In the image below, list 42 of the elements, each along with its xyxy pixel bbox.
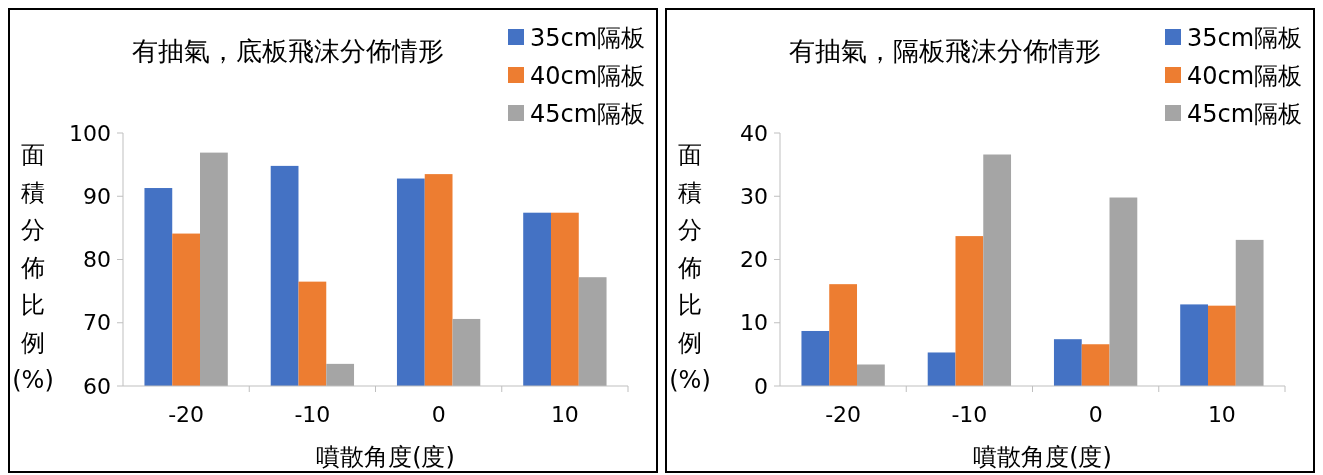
y-tick-label: 60 — [83, 373, 111, 399]
bar — [1053, 339, 1082, 386]
bar — [1235, 239, 1264, 386]
y-axis-title: 面積分佈比例(%) — [669, 141, 711, 395]
legend-label: 35cm隔板 — [1187, 24, 1303, 53]
bar — [1109, 197, 1138, 386]
y-axis-title: 面積分佈比例(%) — [12, 141, 54, 395]
x-tick-label: 10 — [1207, 402, 1236, 427]
x-tick-label: 10 — [550, 402, 579, 427]
x-axis-title: 噴散角度(度) — [973, 443, 1112, 471]
legend-label: 40cm隔板 — [530, 62, 646, 91]
legend-label: 35cm隔板 — [530, 24, 646, 53]
bar — [1207, 305, 1236, 386]
y-tick-label: 20 — [740, 247, 768, 273]
x-tick-label: -20 — [168, 402, 205, 427]
bar — [927, 352, 956, 386]
x-tick-label: 0 — [1088, 402, 1103, 427]
x-tick-label: -10 — [951, 402, 988, 427]
bar — [801, 330, 830, 386]
y-tick-label: 10 — [740, 310, 768, 336]
chart-title: 有抽氣，底板飛沫分佈情形 — [132, 36, 444, 66]
x-tick-label: -20 — [825, 402, 862, 427]
bar — [955, 236, 984, 386]
legend-label: 40cm隔板 — [1187, 62, 1303, 91]
x-tick-label: -10 — [294, 402, 331, 427]
bar — [983, 154, 1012, 386]
y-tick-label: 80 — [83, 247, 111, 273]
bar — [829, 284, 858, 386]
legend-label: 45cm隔板 — [1187, 100, 1303, 129]
x-tick-label: 0 — [431, 402, 446, 427]
bar — [1081, 344, 1110, 386]
y-tick-label: 40 — [740, 120, 768, 146]
chart-title: 有抽氣，隔板飛沫分佈情形 — [789, 36, 1101, 66]
legend-label: 45cm隔板 — [530, 100, 646, 129]
y-tick-label: 0 — [754, 373, 768, 399]
bar — [1180, 304, 1208, 386]
bar — [857, 364, 885, 386]
y-tick-label: 100 — [69, 120, 111, 146]
y-tick-label: 90 — [83, 183, 111, 209]
y-tick-label: 70 — [83, 310, 111, 336]
x-axis-title: 噴散角度(度) — [316, 443, 455, 471]
y-tick-label: 30 — [740, 183, 768, 209]
